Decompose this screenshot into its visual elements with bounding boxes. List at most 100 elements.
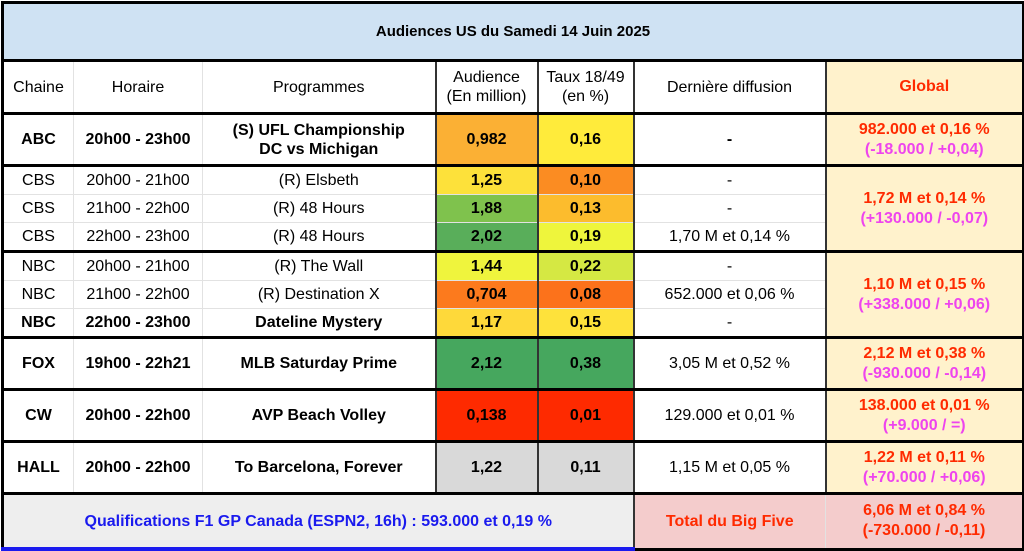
cell-chaine: HALL <box>1 440 74 494</box>
programme-line2: DC vs Michigan <box>259 140 379 158</box>
cell-taux: 0,38 <box>536 336 634 390</box>
cell-taux: 0,10 <box>536 164 634 195</box>
cell-derniere-diffusion: - <box>632 308 826 338</box>
cell-audience: 0,982 <box>434 112 538 166</box>
global-main: 1,22 M et 0,11 % <box>863 448 985 466</box>
global-delta: (+130.000 / -0,07) <box>860 209 989 227</box>
page-title: Audiences US du Samedi 14 Juin 2025 <box>0 1 1024 62</box>
cell-derniere-diffusion: - <box>632 112 826 166</box>
global-delta: (-930.000 / -0,14) <box>862 364 987 382</box>
cell-audience: 1,25 <box>434 164 538 195</box>
cell-horaire: 20h00 - 23h00 <box>73 112 203 166</box>
cell-audience: 1,88 <box>434 194 538 223</box>
cell-derniere-diffusion: - <box>632 194 826 223</box>
cell-audience: 1,17 <box>434 308 538 338</box>
global-main: 2,12 M et 0,38 % <box>863 344 986 362</box>
cell-derniere-diffusion: - <box>632 250 826 281</box>
cell-taux: 0,13 <box>536 194 634 223</box>
cell-chaine: NBC <box>1 308 74 338</box>
global-main: 982.000 et 0,16 % <box>858 120 990 138</box>
global-main: 1,72 M et 0,14 % <box>863 189 986 207</box>
total-big-five-label: Total du Big Five <box>632 492 826 551</box>
global-delta: (+338.000 / +0,06) <box>858 295 991 313</box>
programme-line1: (S) UFL Championship <box>232 121 405 139</box>
cell-taux: 0,08 <box>536 280 634 309</box>
cell-programme: (R) 48 Hours <box>202 194 436 223</box>
cell-programme: (R) The Wall <box>202 250 436 281</box>
cell-taux: 0,11 <box>536 440 634 494</box>
global-delta: (+9.000 / =) <box>882 416 966 434</box>
header-audience-line2: (En million) <box>446 88 527 105</box>
global-abc: 982.000 et 0,16 % (-18.000 / +0,04) <box>824 112 1024 166</box>
cell-taux: 0,22 <box>536 250 634 281</box>
cell-derniere-diffusion: 129.000 et 0,01 % <box>632 388 826 442</box>
cell-taux: 0,19 <box>536 222 634 252</box>
cell-horaire: 22h00 - 23h00 <box>73 308 203 338</box>
cell-chaine: NBC <box>1 280 74 309</box>
cell-programme: AVP Beach Volley <box>202 388 436 442</box>
cell-audience: 0,138 <box>434 388 538 442</box>
cell-programme: To Barcelona, Forever <box>202 440 436 494</box>
cell-derniere-diffusion: 3,05 M et 0,52 % <box>632 336 826 390</box>
cell-taux: 0,16 <box>536 112 634 166</box>
table-row-cbs-1: CBS 20h00 - 21h00 (R) Elsbeth 1,25 0,10 … <box>1 164 1024 252</box>
cell-chaine: NBC <box>1 250 74 281</box>
cell-programme: (R) Elsbeth <box>202 164 436 195</box>
cell-programme: (R) 48 Hours <box>202 222 436 252</box>
cell-horaire: 21h00 - 22h00 <box>73 280 203 309</box>
header-row: Chaine Horaire Programmes Audience (En mi… <box>1 59 1024 114</box>
header-audience-line1: Audience <box>453 69 520 86</box>
global-main: 138.000 et 0,01 % <box>858 396 990 414</box>
header-audience: Audience (En million) <box>434 59 538 114</box>
cell-audience: 0,704 <box>434 280 538 309</box>
total-main: 6,06 M et 0,84 % <box>863 502 985 520</box>
header-taux: Taux 18/49 (en %) <box>536 59 634 114</box>
cell-derniere-diffusion: 1,70 M et 0,14 % <box>632 222 826 252</box>
header-taux-line1: Taux 18/49 <box>546 69 625 86</box>
cell-horaire: 20h00 - 22h00 <box>73 388 203 442</box>
cell-chaine: CBS <box>1 194 74 223</box>
table-row-abc: ABC 20h00 - 23h00 (S) UFL Championship DC… <box>1 112 1024 166</box>
total-delta: (-730.000 / -0,11) <box>862 522 986 540</box>
global-main: 1,10 M et 0,15 % <box>863 275 986 293</box>
cell-chaine: ABC <box>1 112 74 166</box>
cell-derniere-diffusion: - <box>632 164 826 195</box>
cell-horaire: 22h00 - 23h00 <box>73 222 203 252</box>
title-row: Audiences US du Samedi 14 Juin 2025 <box>0 1 1024 62</box>
cell-taux: 0,15 <box>536 308 634 338</box>
table-row-nbc-3: NBC 22h00 - 23h00 Dateline Mystery 1,17 … <box>1 308 1024 338</box>
header-horaire: Horaire <box>73 59 203 114</box>
global-delta: (+70.000 / +0,06) <box>862 468 986 486</box>
table-row-cbs-3: CBS 22h00 - 23h00 (R) 48 Hours 2,02 0,19… <box>1 222 1024 252</box>
header-taux-line2: (en %) <box>561 88 610 105</box>
global-cbs: 1,72 M et 0,14 % (+130.000 / -0,07) <box>824 164 1024 252</box>
footer-row: Qualifications F1 GP Canada (ESPN2, 16h)… <box>1 492 1024 551</box>
cell-horaire: 21h00 - 22h00 <box>73 194 203 223</box>
header-chaine: Chaine <box>1 59 74 114</box>
table-row-nbc-1: NBC 20h00 - 21h00 (R) The Wall 1,44 0,22… <box>1 250 1024 338</box>
cell-horaire: 19h00 - 22h21 <box>73 336 203 390</box>
global-fox: 2,12 M et 0,38 % (-930.000 / -0,14) <box>824 336 1024 390</box>
header-derniere-diffusion: Dernière diffusion <box>632 59 826 114</box>
cell-horaire: 20h00 - 22h00 <box>73 440 203 494</box>
cell-horaire: 20h00 - 21h00 <box>73 164 203 195</box>
f1-qualifications-note: Qualifications F1 GP Canada (ESPN2, 16h)… <box>1 492 634 551</box>
global-cw: 138.000 et 0,01 % (+9.000 / =) <box>824 388 1024 442</box>
table-row-fox: FOX 19h00 - 22h21 MLB Saturday Prime 2,1… <box>1 336 1024 390</box>
cell-chaine: CBS <box>1 164 74 195</box>
header-programmes: Programmes <box>202 59 436 114</box>
cell-audience: 2,12 <box>434 336 538 390</box>
cell-chaine: FOX <box>1 336 74 390</box>
table-row-cbs-2: CBS 21h00 - 22h00 (R) 48 Hours 1,88 0,13… <box>1 194 1024 223</box>
cell-programme: Dateline Mystery <box>202 308 436 338</box>
cell-chaine: CBS <box>1 222 74 252</box>
total-big-five-value: 6,06 M et 0,84 % (-730.000 / -0,11) <box>824 492 1024 551</box>
cell-programme: (R) Destination X <box>202 280 436 309</box>
cell-programme: MLB Saturday Prime <box>202 336 436 390</box>
cell-taux: 0,01 <box>536 388 634 442</box>
table-row-cw: CW 20h00 - 22h00 AVP Beach Volley 0,138 … <box>1 388 1024 442</box>
global-nbc: 1,10 M et 0,15 % (+338.000 / +0,06) <box>824 250 1024 338</box>
cell-horaire: 20h00 - 21h00 <box>73 250 203 281</box>
